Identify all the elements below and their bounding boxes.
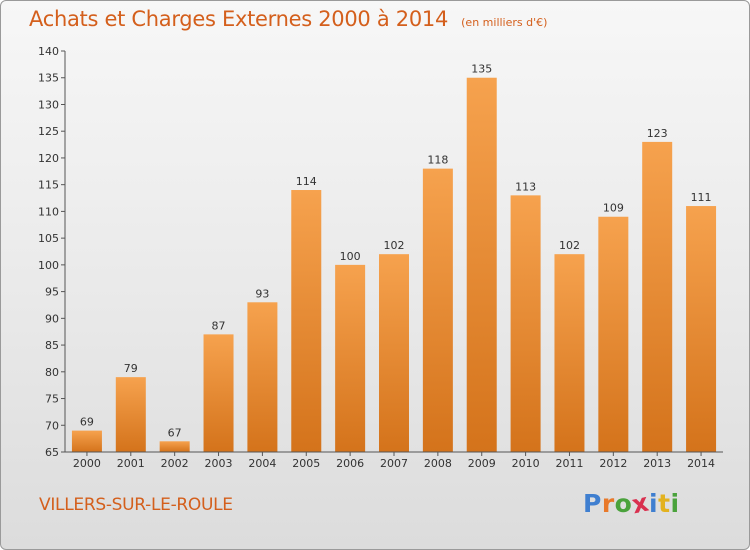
x-tick-label: 2004: [248, 457, 276, 470]
bar[interactable]: [466, 77, 497, 452]
y-tick-label: 115: [38, 179, 59, 192]
y-tick-label: 110: [38, 205, 59, 218]
proxiti-logo[interactable]: Proxiti: [583, 488, 680, 520]
x-tick-label: 2007: [380, 457, 408, 470]
y-tick-label: 65: [45, 446, 59, 459]
bars: 69 79 67 87 93 114 100 102 118 135 113 102 109 123 111: [71, 63, 717, 453]
x-tick-label: 2012: [599, 457, 627, 470]
bar[interactable]: [642, 141, 673, 453]
y-tick-label: 105: [38, 232, 59, 245]
logo-letter: t: [658, 489, 671, 518]
y-tick-label: 125: [38, 125, 59, 138]
x-tick-label: 2005: [292, 457, 320, 470]
bar[interactable]: [335, 264, 366, 452]
logo-letter: r: [601, 489, 615, 518]
x-tick-label: 2003: [205, 457, 233, 470]
chart-subtitle: (en milliers d'€): [461, 16, 548, 29]
data-label: 79: [124, 362, 138, 375]
data-label: 118: [427, 154, 448, 167]
x-tick-label: 2009: [468, 457, 496, 470]
data-label: 102: [384, 239, 405, 252]
data-label: 67: [168, 426, 182, 439]
y-tick-label: 135: [38, 72, 59, 85]
x-tick-label: 2001: [117, 457, 145, 470]
bar[interactable]: [686, 206, 717, 452]
y-tick-label: 90: [45, 312, 59, 325]
bar[interactable]: [247, 302, 278, 452]
bar[interactable]: [115, 377, 146, 452]
bar[interactable]: [379, 254, 409, 452]
y-tick-label: 100: [38, 259, 59, 272]
y-tick-label: 95: [45, 286, 59, 299]
bar[interactable]: [422, 168, 453, 453]
x-tick-label: 2008: [424, 457, 452, 470]
data-label: 87: [212, 319, 226, 332]
chart-title: Achats et Charges Externes 2000 à 2014: [29, 7, 449, 31]
x-tick-label: 2000: [73, 457, 101, 470]
x-axis: 2000 2001 2002 2003 2004 2005 2006 2007 2008 2009…: [65, 451, 723, 470]
data-label: 69: [80, 416, 94, 429]
place-name: VILLERS-SUR-LE-ROULE: [39, 495, 233, 515]
logo-letter: o: [614, 489, 633, 518]
x-tick-label: 2010: [512, 457, 540, 470]
y-tick-label: 120: [38, 152, 59, 165]
y-tick-label: 85: [45, 339, 59, 352]
x-tick-label: 2006: [336, 457, 364, 470]
data-label: 93: [255, 287, 269, 300]
data-label: 135: [471, 63, 492, 76]
data-label: 109: [603, 202, 624, 215]
x-tick-label: 2014: [687, 457, 715, 470]
data-label: 123: [647, 127, 668, 140]
x-tick-label: 2002: [161, 457, 189, 470]
x-tick-label: 2011: [555, 457, 583, 470]
bar[interactable]: [71, 430, 102, 452]
data-label: 100: [340, 250, 361, 263]
bar[interactable]: [203, 334, 234, 452]
logo-letter: i: [670, 489, 680, 518]
y-tick-label: 130: [38, 98, 59, 111]
y-tick-label: 70: [45, 419, 59, 432]
data-label: 113: [515, 180, 536, 193]
bar[interactable]: [510, 195, 541, 453]
title-line: Achats et Charges Externes 2000 à 2014 (…: [29, 7, 547, 31]
bar[interactable]: [554, 254, 585, 452]
bar[interactable]: [598, 216, 629, 452]
bar[interactable]: [291, 190, 322, 452]
bar[interactable]: [159, 441, 190, 452]
x-tick-label: 2013: [643, 457, 671, 470]
logo-letter: i: [649, 489, 659, 518]
y-tick-label: 140: [38, 45, 59, 58]
y-axis: 65 70 75 80 85 90 95 100 105 110 115 120 125 130 135 14…: [38, 45, 66, 459]
data-label: 114: [296, 175, 317, 188]
y-tick-label: 75: [45, 393, 59, 406]
y-tick-label: 80: [45, 366, 59, 379]
data-label: 111: [691, 191, 712, 204]
logo-letter: P: [583, 489, 602, 518]
data-label: 102: [559, 239, 580, 252]
